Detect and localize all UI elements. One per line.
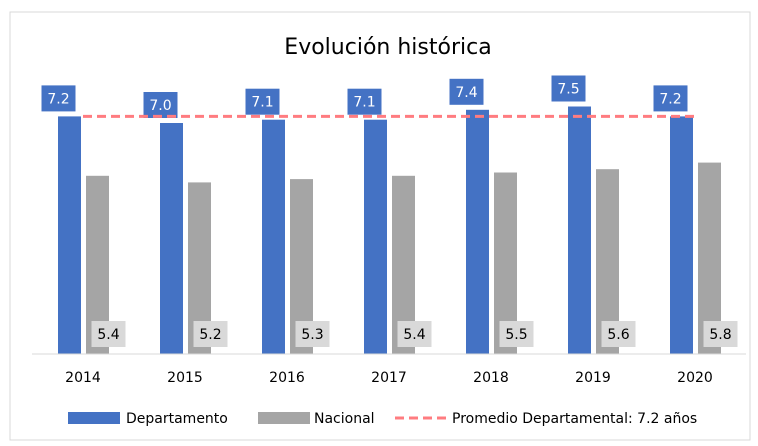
legend-label: Promedio Departamental: 7.2 años	[452, 411, 697, 427]
x-tick-label: 2015	[167, 370, 203, 386]
bar	[262, 119, 285, 354]
bar	[670, 116, 693, 355]
value-label-box	[41, 85, 76, 112]
value-label-box	[397, 321, 432, 347]
bar	[466, 109, 489, 354]
value-label: 7.1	[251, 95, 273, 111]
legend-label: Nacional	[314, 411, 375, 427]
x-tick-label: 2014	[65, 370, 101, 386]
bar	[698, 162, 721, 354]
value-label-box	[347, 88, 382, 115]
x-tick-label: 2017	[371, 370, 407, 386]
value-label: 5.3	[301, 327, 323, 343]
bar	[392, 175, 415, 354]
value-label-box	[295, 321, 330, 347]
x-tick-label: 2019	[575, 370, 611, 386]
value-label: 7.0	[149, 98, 171, 114]
bar	[188, 182, 211, 354]
value-label: 5.2	[199, 327, 221, 343]
value-label-box	[245, 88, 280, 115]
value-label: 7.5	[557, 82, 579, 98]
value-label: 5.4	[97, 327, 119, 343]
value-label-box	[143, 92, 178, 118]
value-label: 5.8	[709, 327, 731, 343]
bar	[290, 179, 313, 354]
bar	[494, 172, 517, 354]
value-label-box	[193, 321, 228, 347]
value-label-box	[653, 85, 688, 112]
legend-swatch	[258, 412, 310, 424]
x-tick-label: 2016	[269, 370, 305, 386]
value-label-box	[449, 78, 484, 105]
value-label: 7.2	[47, 91, 69, 107]
legend-label: Departamento	[126, 411, 228, 427]
value-label: 5.6	[607, 327, 629, 343]
value-label: 5.5	[505, 327, 527, 343]
bar	[58, 116, 81, 355]
value-label: 7.4	[455, 85, 477, 101]
value-label: 7.2	[659, 91, 681, 107]
x-tick-label: 2018	[473, 370, 509, 386]
bar	[160, 123, 183, 354]
value-label: 7.1	[353, 95, 375, 111]
bar	[568, 106, 591, 354]
bar	[86, 175, 109, 354]
value-label-box	[499, 321, 534, 347]
x-tick-label: 2020	[677, 370, 713, 386]
value-label-box	[703, 321, 738, 347]
legend-swatch	[68, 412, 120, 424]
value-label: 5.4	[403, 327, 425, 343]
value-label-box	[91, 321, 126, 347]
bar	[596, 169, 619, 354]
value-label-box	[551, 75, 586, 102]
chart-title: Evolución histórica	[284, 35, 491, 60]
bar	[364, 119, 387, 354]
value-label-box	[601, 321, 636, 347]
